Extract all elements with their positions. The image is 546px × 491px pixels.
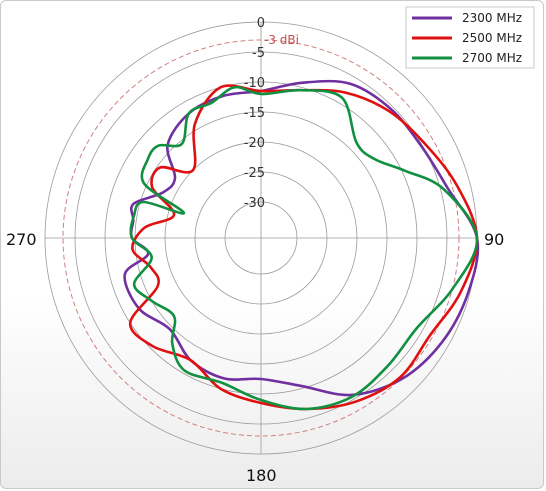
series-line-1 — [123, 79, 480, 397]
angle-label-270: 270 — [6, 230, 37, 249]
legend-label-3: 2700 MHz — [462, 51, 522, 65]
series-layer — [123, 79, 480, 411]
reference-circle-line — [62, 39, 460, 437]
reference-circle-label: -3 dBi — [264, 33, 299, 47]
series-line-2 — [128, 84, 479, 411]
radial-tick-label: -15 — [244, 106, 265, 121]
radial-tick-label: 0 — [257, 16, 265, 31]
series-line-3 — [129, 85, 479, 411]
legend-label-2: 2500 MHz — [462, 31, 522, 45]
angle-label-180: 180 — [246, 466, 277, 485]
radial-tick-label: -5 — [252, 46, 265, 61]
radial-tick-label: -20 — [244, 136, 265, 151]
radial-tick-label: -10 — [244, 76, 265, 91]
legend: 2300 MHz 2500 MHz 2700 MHz — [405, 6, 535, 69]
angle-label-90: 90 — [484, 230, 504, 249]
radial-tick-label: -25 — [244, 166, 265, 181]
legend-label-1: 2300 MHz — [462, 11, 522, 25]
reference-circle: -3 dBi — [62, 33, 460, 437]
radial-tick-label: -30 — [244, 196, 265, 211]
radial-tick-labels: 0 -5 -10 -15 -20 -25 -30 — [244, 16, 265, 211]
